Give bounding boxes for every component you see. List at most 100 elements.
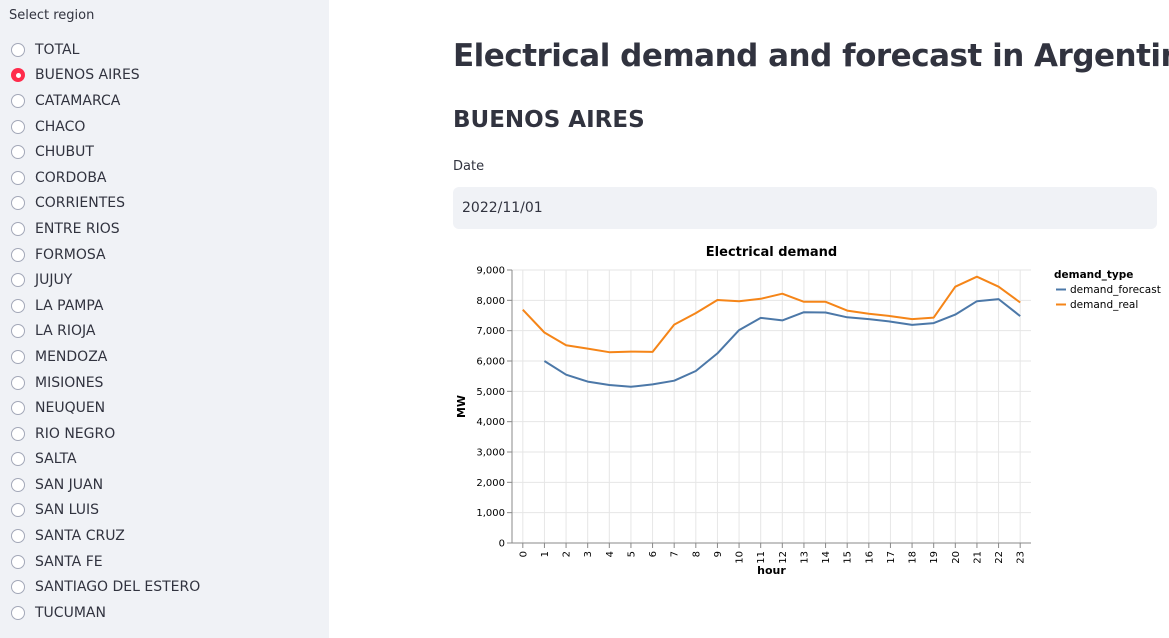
region-option-label: CORDOBA bbox=[35, 169, 107, 186]
radio-unchecked-icon[interactable] bbox=[11, 170, 25, 185]
radio-unchecked-icon[interactable] bbox=[11, 145, 25, 160]
region-option-la-pampa[interactable]: LA PAMPA bbox=[11, 293, 200, 319]
radio-unchecked-icon[interactable] bbox=[11, 503, 25, 518]
demand-chart: Electrical demand 0 1,000 2,000 3,000 4,000 5,… bbox=[449, 240, 1164, 580]
series-line-demand_real bbox=[522, 275, 1021, 354]
x-tick-label: 22 bbox=[994, 551, 1005, 564]
region-heading: BUENOS AIRES bbox=[453, 107, 645, 133]
x-tick-label: 13 bbox=[799, 551, 810, 564]
y-tick-label: 5,000 bbox=[476, 387, 505, 398]
region-option-entre-rios[interactable]: ENTRE RIOS bbox=[11, 216, 200, 242]
region-option-label: CORRIENTES bbox=[35, 195, 125, 212]
region-option-jujuy[interactable]: JUJUY bbox=[11, 267, 200, 293]
region-option-label: CHACO bbox=[35, 118, 86, 135]
region-option-santiago-del-estero[interactable]: SANTIAGO DEL ESTERO bbox=[11, 574, 200, 600]
region-option-mendoza[interactable]: MENDOZA bbox=[11, 344, 200, 370]
radio-unchecked-icon[interactable] bbox=[11, 349, 25, 364]
radio-unchecked-icon[interactable] bbox=[11, 401, 25, 416]
page-title: Electrical demand and forecast in Argent… bbox=[453, 38, 1169, 74]
x-tick-label: 17 bbox=[886, 551, 897, 564]
region-option-corrientes[interactable]: CORRIENTES bbox=[11, 191, 200, 217]
radio-checked-icon[interactable] bbox=[11, 68, 25, 83]
series-line-demand_forecast bbox=[543, 298, 1021, 388]
legend-entry-demand_forecast: demand_forecast bbox=[1070, 284, 1161, 296]
y-tick-label: 7,000 bbox=[476, 326, 505, 337]
radio-unchecked-icon[interactable] bbox=[11, 221, 25, 236]
region-option-total[interactable]: TOTAL bbox=[11, 37, 200, 63]
region-option-santa-fe[interactable]: SANTA FE bbox=[11, 549, 200, 575]
x-tick-label: 4 bbox=[605, 551, 616, 557]
region-option-chubut[interactable]: CHUBUT bbox=[11, 139, 200, 165]
radio-unchecked-icon[interactable] bbox=[11, 324, 25, 339]
x-tick-label: 5 bbox=[626, 551, 637, 557]
radio-unchecked-icon[interactable] bbox=[11, 42, 25, 57]
radio-unchecked-icon[interactable] bbox=[11, 93, 25, 108]
region-option-label: SAN JUAN bbox=[35, 476, 104, 493]
x-tick-label: 20 bbox=[951, 551, 962, 564]
region-option-neuquen[interactable]: NEUQUEN bbox=[11, 395, 200, 421]
region-option-label: SAN LUIS bbox=[35, 502, 100, 519]
x-tick-label: 14 bbox=[821, 551, 832, 564]
region-option-label: JUJUY bbox=[35, 272, 73, 289]
y-tick-label: 0 bbox=[499, 539, 505, 550]
date-input[interactable] bbox=[453, 187, 1157, 229]
radio-unchecked-icon[interactable] bbox=[11, 375, 25, 390]
y-tick-label: 3,000 bbox=[476, 448, 505, 459]
x-tick-label: 18 bbox=[908, 551, 919, 564]
sidebar: Select region TOTAL BUENOS AIRES CATAMARCA… bbox=[0, 0, 329, 638]
region-option-label: RIO NEGRO bbox=[35, 425, 116, 442]
radio-unchecked-icon[interactable] bbox=[11, 273, 25, 288]
radio-unchecked-icon[interactable] bbox=[11, 298, 25, 313]
chart-title: Electrical demand bbox=[706, 245, 837, 260]
radio-unchecked-icon[interactable] bbox=[11, 119, 25, 134]
region-option-label: NEUQUEN bbox=[35, 400, 106, 417]
radio-unchecked-icon[interactable] bbox=[11, 452, 25, 467]
region-option-label: SANTIAGO DEL ESTERO bbox=[35, 579, 201, 596]
region-option-label: SANTA FE bbox=[35, 553, 103, 570]
radio-unchecked-icon[interactable] bbox=[11, 580, 25, 595]
x-tick-label: 1 bbox=[540, 551, 551, 557]
region-option-catamarca[interactable]: CATAMARCA bbox=[11, 88, 200, 114]
region-option-label: TOTAL bbox=[35, 41, 80, 58]
radio-unchecked-icon[interactable] bbox=[11, 477, 25, 492]
x-tick-label: 19 bbox=[929, 551, 940, 564]
legend-entry-demand_real: demand_real bbox=[1070, 299, 1138, 311]
region-option-rio-negro[interactable]: RIO NEGRO bbox=[11, 421, 200, 447]
x-tick-label: 16 bbox=[864, 551, 875, 564]
x-tick-label: 12 bbox=[778, 551, 789, 564]
y-axis-label: MW bbox=[455, 395, 468, 418]
x-tick-label: 21 bbox=[972, 551, 983, 564]
x-tick-label: 9 bbox=[713, 551, 724, 557]
y-tick-label: 8,000 bbox=[476, 296, 505, 307]
radio-unchecked-icon[interactable] bbox=[11, 605, 25, 620]
region-option-label: TUCUMAN bbox=[35, 604, 106, 621]
radio-unchecked-icon[interactable] bbox=[11, 529, 25, 544]
region-option-salta[interactable]: SALTA bbox=[11, 447, 200, 473]
radio-unchecked-icon[interactable] bbox=[11, 426, 25, 441]
x-tick-label: 23 bbox=[1016, 551, 1027, 564]
region-option-formosa[interactable]: FORMOSA bbox=[11, 242, 200, 268]
region-option-cordoba[interactable]: CORDOBA bbox=[11, 165, 200, 191]
region-option-label: SALTA bbox=[35, 451, 77, 468]
radio-unchecked-icon[interactable] bbox=[11, 196, 25, 211]
x-tick-label: 8 bbox=[691, 551, 702, 557]
region-option-label: CHUBUT bbox=[35, 144, 94, 161]
region-option-san-juan[interactable]: SAN JUAN bbox=[11, 472, 200, 498]
y-tick-label: 2,000 bbox=[476, 478, 505, 489]
region-option-chaco[interactable]: CHACO bbox=[11, 114, 200, 140]
radio-unchecked-icon[interactable] bbox=[11, 247, 25, 262]
region-option-san-luis[interactable]: SAN LUIS bbox=[11, 498, 200, 524]
x-tick-label: 15 bbox=[843, 551, 854, 564]
region-option-misiones[interactable]: MISIONES bbox=[11, 370, 200, 396]
radio-unchecked-icon[interactable] bbox=[11, 554, 25, 569]
region-option-la-rioja[interactable]: LA RIOJA bbox=[11, 319, 200, 345]
x-tick-label: 0 bbox=[518, 551, 529, 557]
y-tick-label: 9,000 bbox=[476, 266, 505, 277]
region-option-santa-cruz[interactable]: SANTA CRUZ bbox=[11, 523, 200, 549]
y-tick-label: 1,000 bbox=[476, 508, 505, 519]
legend-title: demand_type bbox=[1054, 269, 1133, 281]
region-option-label: LA RIOJA bbox=[35, 323, 96, 340]
region-option-tucuman[interactable]: TUCUMAN bbox=[11, 600, 200, 626]
region-option-buenos-aires[interactable]: BUENOS AIRES bbox=[11, 63, 200, 89]
x-tick-label: 11 bbox=[756, 551, 767, 564]
